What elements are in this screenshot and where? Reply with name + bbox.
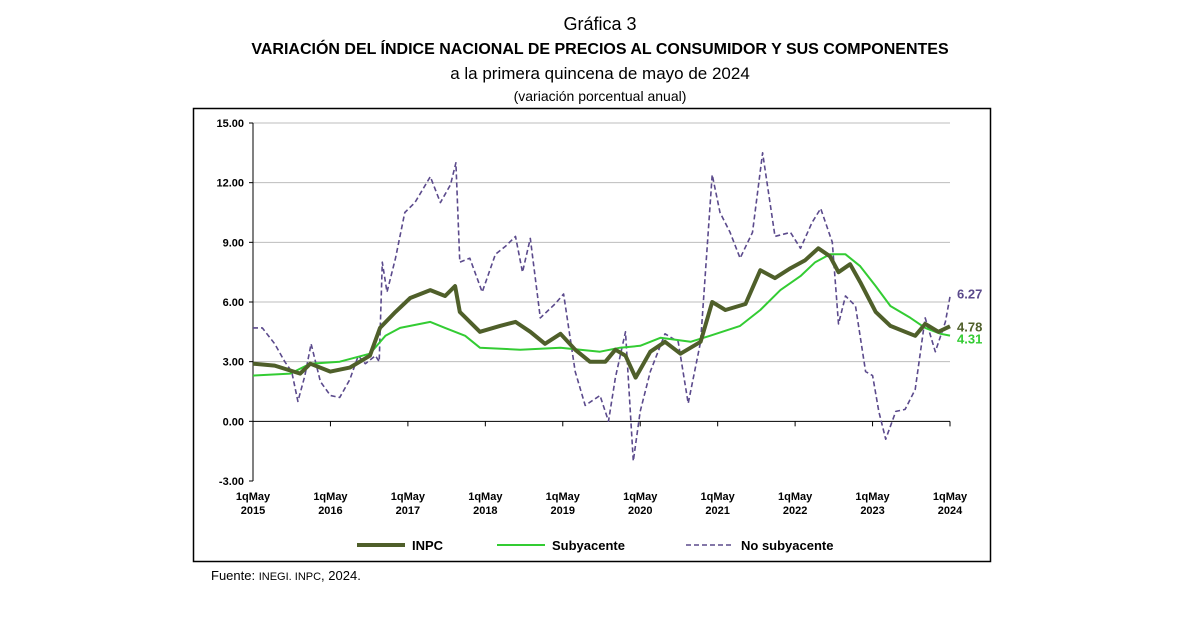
legend-label: INPC [412, 538, 444, 553]
x-tick-label: 1qMay [391, 491, 426, 503]
series-line-no-subyacente [253, 152, 951, 462]
series-line-inpc [252, 246, 951, 380]
source-prefix: Fuente: [211, 568, 259, 583]
y-tick-label: 12.00 [216, 178, 244, 190]
end-label: 6.27 [957, 287, 982, 302]
source-suffix: , 2024. [321, 568, 361, 583]
x-tick-label: 2019 [551, 505, 575, 517]
legend-label: No subyacente [741, 538, 833, 553]
chart-subtitle: a la primera quincena de mayo de 2024 [450, 64, 750, 83]
x-tick-label: 1qMay [468, 491, 503, 503]
x-tick-label: 1qMay [855, 491, 890, 503]
x-tick-label: 2022 [783, 505, 807, 517]
plot-frame [192, 107, 992, 563]
y-tick-label: 0.00 [223, 416, 244, 428]
x-tick-label: 2017 [396, 505, 420, 517]
legend-label: Subyacente [552, 538, 625, 553]
y-tick-label: -3.00 [219, 476, 244, 488]
x-tick-label: 2021 [705, 505, 729, 517]
end-label: 4.78 [957, 319, 982, 334]
x-tick-label: 2015 [241, 505, 265, 517]
x-tick-label: 2016 [318, 505, 342, 517]
x-tick-label: 1qMay [778, 491, 813, 503]
y-tick-label: 3.00 [223, 357, 244, 369]
y-tick-label: 9.00 [223, 237, 244, 249]
y-tick-label: 15.00 [216, 118, 244, 130]
y-tick-label: 6.00 [223, 297, 244, 309]
x-tick-label: 1qMay [236, 491, 271, 503]
x-tick-label: 1qMay [701, 491, 736, 503]
x-tick-label: 1qMay [933, 491, 968, 503]
x-tick-label: 2024 [938, 505, 963, 517]
x-tick-label: 1qMay [546, 491, 581, 503]
x-tick-label: 1qMay [313, 491, 348, 503]
x-tick-label: 1qMay [623, 491, 658, 503]
end-label: 4.31 [957, 332, 982, 347]
x-tick-label: 2018 [473, 505, 497, 517]
source-org: INEGI. INPC [258, 571, 322, 583]
source-note: Fuente: INEGI. INPC, 2024. [211, 568, 361, 583]
series-line-subyacente [252, 253, 951, 377]
chart-title: VARIACIÓN DEL ÍNDICE NACIONAL DE PRECIOS… [251, 41, 949, 58]
figure-label: Gráfica 3 [563, 14, 637, 34]
x-tick-label: 2020 [628, 505, 652, 517]
chart-units: (variación porcentual anual) [513, 88, 687, 104]
x-tick-label: 2023 [860, 505, 884, 517]
